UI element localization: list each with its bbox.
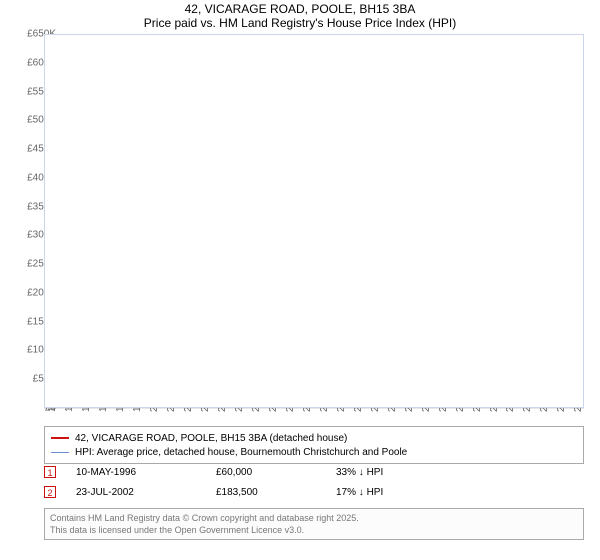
- sales-row-2: 2 23-JUL-2002 £183,500 17% ↓ HPI: [44, 482, 584, 502]
- sale-date-1: 10-MAY-1996: [76, 467, 216, 478]
- legend-box: 42, VICARAGE ROAD, POOLE, BH15 3BA (deta…: [44, 426, 584, 464]
- sale-price-2: £183,500: [216, 487, 336, 498]
- sale-marker-2-icon: 2: [44, 486, 56, 498]
- sale-price-1: £60,000: [216, 467, 336, 478]
- footer-line-1: Contains HM Land Registry data © Crown c…: [50, 512, 578, 524]
- chart-plot-area: [44, 34, 584, 408]
- sale-pct-1: 33% ↓ HPI: [336, 467, 476, 478]
- legend-label-price-paid: 42, VICARAGE ROAD, POOLE, BH15 3BA (deta…: [75, 433, 347, 444]
- legend-swatch-price-paid: [51, 437, 69, 439]
- title-line-1: 42, VICARAGE ROAD, POOLE, BH15 3BA: [0, 2, 600, 16]
- legend-item-price-paid: 42, VICARAGE ROAD, POOLE, BH15 3BA (deta…: [51, 431, 577, 445]
- sale-pct-2: 17% ↓ HPI: [336, 487, 476, 498]
- footer-line-2: This data is licensed under the Open Gov…: [50, 524, 578, 536]
- legend-label-hpi: HPI: Average price, detached house, Bour…: [75, 447, 407, 458]
- legend-item-hpi: HPI: Average price, detached house, Bour…: [51, 445, 577, 459]
- sale-date-2: 23-JUL-2002: [76, 487, 216, 498]
- footer-attribution: Contains HM Land Registry data © Crown c…: [44, 508, 584, 540]
- chart-frame: [44, 34, 584, 408]
- legend-swatch-hpi: [51, 452, 69, 453]
- title-line-2: Price paid vs. HM Land Registry's House …: [0, 16, 600, 30]
- sales-row-1: 1 10-MAY-1996 £60,000 33% ↓ HPI: [44, 462, 584, 482]
- sales-table: 1 10-MAY-1996 £60,000 33% ↓ HPI 2 23-JUL…: [44, 462, 584, 502]
- sale-marker-1-icon: 1: [44, 466, 56, 478]
- chart-title-block: 42, VICARAGE ROAD, POOLE, BH15 3BA Price…: [0, 0, 600, 34]
